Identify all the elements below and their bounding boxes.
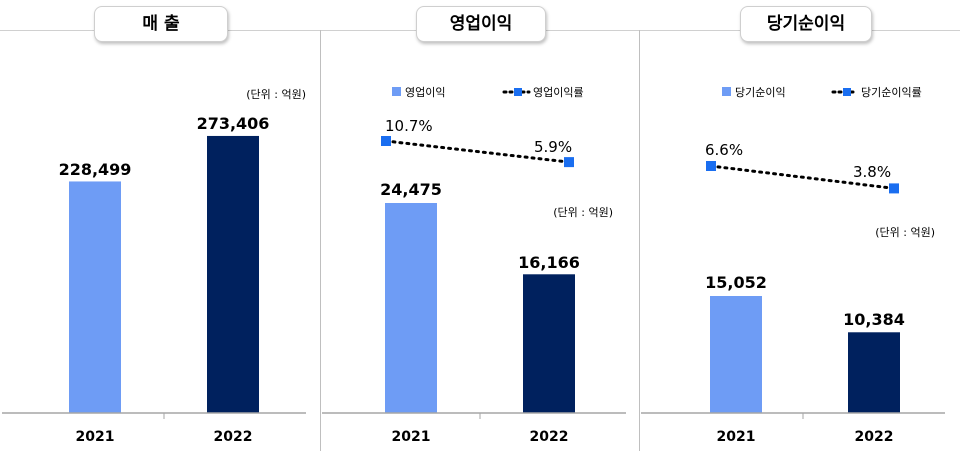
net-income-margin-marker-2022 xyxy=(889,183,899,194)
operating-profit-value-2022: 16,166 xyxy=(518,253,580,272)
revenue-chart: (단위 : 억원) 2021 2022 228,499 273,406 xyxy=(2,88,306,445)
operating-profit-panel: 영업이익 영업이익 영업이익률 (단위 : 억원) 2021 2022 24,4… xyxy=(320,0,639,451)
revenue-bar-2022 xyxy=(207,135,259,413)
net-income-margin-marker-2021 xyxy=(706,161,716,171)
operating-profit-unit-label: (단위 : 억원) xyxy=(553,206,613,219)
net-income-tick-2021: 2021 xyxy=(717,429,756,445)
net-income-unit-label: (단위 : 억원) xyxy=(875,226,935,239)
legend-net-margin: 당기순이익률 xyxy=(861,86,922,99)
panel-divider-1 xyxy=(320,30,321,451)
legend-operating-profit: 영업이익 xyxy=(405,86,445,99)
revenue-value-2022: 273,406 xyxy=(197,114,270,133)
legend-marker-swatch xyxy=(514,88,522,96)
net-income-bar-2021 xyxy=(710,296,762,413)
operating-profit-tick-2022: 2022 xyxy=(530,429,569,445)
net-income-panel: 당기순이익 당기순이익 당기순이익률 (단위 : 억원) 2021 2022 1… xyxy=(639,0,960,451)
legend-operating-margin: 영업이익률 xyxy=(533,86,584,99)
operating-profit-value-2021: 24,475 xyxy=(380,180,442,199)
legend-bar-swatch xyxy=(722,87,731,96)
revenue-panel: 매 출 (단위 : 억원) 2021 2022 228,499 273,406 xyxy=(0,0,320,451)
revenue-tick-2022: 2022 xyxy=(214,429,253,445)
operating-profit-margin-marker-2021 xyxy=(381,136,391,146)
legend-net-income: 당기순이익 xyxy=(735,86,786,99)
revenue-title: 매 출 xyxy=(94,6,228,42)
operating-profit-chart: 영업이익 영업이익률 (단위 : 억원) 2021 2022 24,475 16… xyxy=(322,86,626,445)
net-margin-value-2022: 3.8% xyxy=(853,163,891,181)
net-income-value-2021: 15,052 xyxy=(705,273,767,292)
revenue-tick-2021: 2021 xyxy=(76,429,115,445)
operating-profit-margin-marker-2022 xyxy=(564,157,574,168)
net-margin-line xyxy=(709,164,896,190)
revenue-bar-2021 xyxy=(69,181,121,413)
operating-margin-value-2022: 5.9% xyxy=(534,138,572,156)
net-income-title: 당기순이익 xyxy=(740,6,872,42)
panel-divider-2 xyxy=(639,30,640,451)
operating-profit-bar-2022 xyxy=(523,274,575,413)
revenue-value-2021: 228,499 xyxy=(59,160,132,179)
operating-margin-line xyxy=(384,139,571,164)
revenue-unit-label: (단위 : 억원) xyxy=(246,88,306,101)
net-income-tick-2022: 2022 xyxy=(855,429,894,445)
legend-marker-swatch xyxy=(843,88,851,96)
operating-margin-value-2021: 10.7% xyxy=(385,117,433,135)
net-income-value-2022: 10,384 xyxy=(843,310,905,329)
operating-profit-tick-2021: 2021 xyxy=(392,429,431,445)
net-margin-value-2021: 6.6% xyxy=(705,141,743,159)
net-income-bar-2022 xyxy=(848,332,900,413)
net-income-chart: 당기순이익 당기순이익률 (단위 : 억원) 2021 2022 15,052 … xyxy=(641,86,945,445)
operating-profit-bar-2021 xyxy=(385,203,437,413)
operating-profit-title: 영업이익 xyxy=(416,6,546,42)
legend-bar-swatch xyxy=(392,87,401,96)
